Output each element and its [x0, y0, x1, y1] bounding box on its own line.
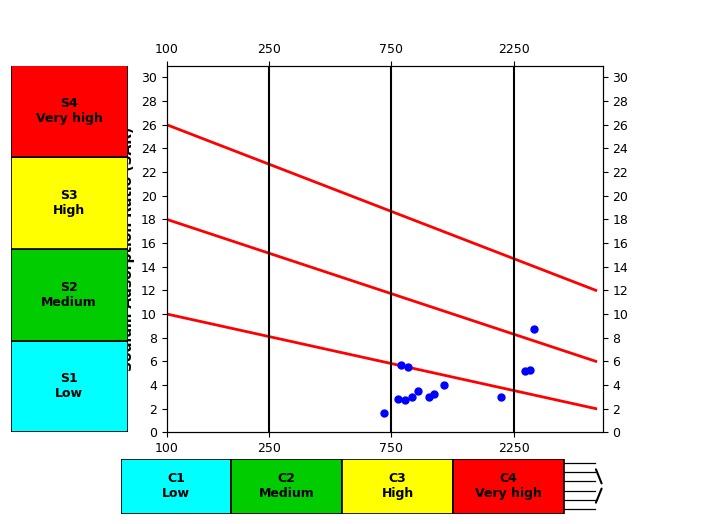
Text: C3
High: C3 High [381, 472, 414, 500]
Bar [11, 249, 128, 341]
Point [406, 392, 417, 401]
Point [393, 395, 404, 403]
Point [438, 381, 450, 389]
X-axis label: Electrical conductivity (micromohs/cm): Electrical conductivity (micromohs/cm) [233, 461, 537, 475]
Point [396, 361, 407, 369]
Text: C2
Medium: C2 Medium [259, 472, 315, 500]
Bar [342, 458, 453, 514]
Text: C1
Low: C1 Low [162, 472, 190, 500]
Text: C4
Very high: C4 Very high [475, 472, 542, 500]
Point [402, 363, 413, 372]
Bar [11, 341, 128, 432]
Point [423, 392, 435, 401]
Point [495, 392, 506, 401]
Point [412, 387, 423, 395]
Bar [121, 458, 231, 514]
Text: S4
Very high: S4 Very high [35, 97, 103, 125]
Point [428, 390, 440, 399]
Point [524, 365, 535, 374]
Bar [453, 458, 564, 514]
Point [528, 325, 540, 334]
Bar [11, 157, 128, 249]
Text: S2
Medium: S2 Medium [41, 281, 97, 309]
Point [399, 396, 411, 405]
Point [378, 409, 389, 418]
Text: S3
High: S3 High [53, 189, 85, 217]
Point [520, 367, 531, 375]
Bar [231, 458, 342, 514]
Y-axis label: Sodium Adsorption Ratio (SAR): Sodium Adsorption Ratio (SAR) [121, 127, 135, 371]
Bar [11, 66, 128, 157]
Text: S1
Low: S1 Low [55, 373, 83, 400]
